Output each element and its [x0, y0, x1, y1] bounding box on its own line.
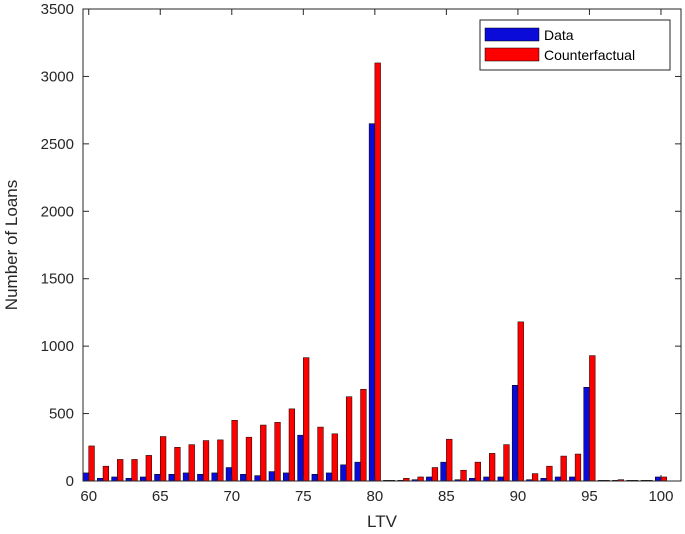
legend-swatch-counterfactual: [484, 47, 540, 62]
bar-data-62: [111, 476, 118, 482]
bar-data-93: [554, 476, 562, 482]
bar-counterfactual-67: [188, 444, 195, 482]
x-tick-label: 95: [581, 488, 598, 505]
bar-data-75: [297, 434, 304, 482]
bar-counterfactual-64: [145, 455, 152, 482]
plot-background: [83, 9, 681, 481]
bar-counterfactual-84: [431, 467, 439, 482]
bar-counterfactual-100: [660, 476, 667, 482]
bar-counterfactual-88: [489, 453, 496, 482]
bar-data-74: [283, 472, 290, 482]
bar-data-95: [583, 387, 590, 482]
axes-layer: 60 65 70 75 80 85 90 95 100050010001500200025003…: [41, 1, 682, 505]
bar-data-84: [426, 476, 433, 482]
bar-data-94: [569, 476, 576, 482]
bar-counterfactual-73: [274, 422, 281, 482]
bar-counterfactual-68: [202, 440, 210, 482]
y-tick-label: 1000: [41, 338, 74, 355]
y-tick-label: 3500: [41, 1, 74, 18]
bar-counterfactual-69: [217, 439, 224, 482]
bar-counterfactual-90: [517, 321, 524, 482]
bar-counterfactual-65: [160, 436, 167, 482]
bar-counterfactual-62: [117, 459, 124, 482]
bar-data-60: [82, 472, 89, 482]
axes-box: [82, 8, 682, 482]
legend: Data Counterfactual: [479, 19, 671, 71]
legend-label-counterfactual: Counterfactual: [544, 47, 635, 63]
bar-data-79: [354, 461, 361, 482]
bar-counterfactual-72: [260, 424, 267, 482]
y-tick-label: 2000: [41, 203, 74, 220]
bar-data-68: [197, 474, 204, 482]
bar-data-73: [268, 471, 275, 482]
bar-data-100: [655, 476, 662, 482]
y-tick-label: 1500: [41, 271, 74, 288]
bar-counterfactual-94: [574, 453, 582, 482]
bar-counterfactual-80: [374, 62, 381, 482]
bar-data-65: [154, 474, 161, 482]
y-tick-label: 500: [49, 406, 74, 423]
bar-data-71: [240, 474, 247, 482]
bar-counterfactual-61: [102, 465, 109, 482]
bar-counterfactual-91: [531, 473, 539, 482]
bar-counterfactual-92: [546, 465, 553, 482]
legend-label-data: Data: [544, 27, 574, 43]
bar-counterfactual-89: [503, 444, 510, 482]
bar-data-66: [168, 474, 175, 482]
bar-counterfactual-87: [474, 461, 481, 482]
bar-data-85: [440, 461, 447, 482]
bar-data-77: [325, 472, 333, 482]
bar-counterfactual-70: [231, 420, 238, 482]
x-tick-label: 90: [510, 488, 527, 505]
x-axis-label: LTV: [367, 512, 398, 531]
bar-data-72: [254, 475, 261, 482]
bar-counterfactual-95: [589, 355, 596, 482]
x-tick-label: 85: [438, 488, 455, 505]
bar-counterfactual-76: [317, 426, 324, 482]
bar-data-80: [368, 123, 376, 482]
y-tick-label: 3000: [41, 68, 74, 85]
bar-data-90: [511, 385, 519, 482]
legend-swatch-data: [484, 27, 540, 42]
bar-data-69: [211, 472, 218, 482]
y-axis-label: Number of Loans: [2, 180, 21, 310]
x-tick-label: 65: [152, 488, 169, 505]
x-tick-label: 70: [223, 488, 240, 505]
bar-counterfactual-78: [345, 396, 353, 482]
bar-data-76: [311, 474, 318, 482]
bar-counterfactual-63: [131, 459, 138, 482]
bar-counterfactual-85: [446, 438, 453, 482]
bar-counterfactual-60: [88, 445, 95, 482]
bar-counterfactual-71: [245, 436, 253, 482]
bar-counterfactual-77: [331, 433, 338, 482]
bar-counterfactual-75: [303, 357, 310, 482]
bar-data-89: [497, 476, 504, 482]
y-tick-label: 2500: [41, 136, 74, 153]
x-tick-label: 75: [295, 488, 312, 505]
bar-counterfactual-74: [288, 408, 295, 482]
bar-counterfactual-86: [460, 469, 467, 482]
bar-counterfactual-83: [417, 476, 424, 482]
bar-data-67: [182, 472, 190, 482]
bar-data-70: [225, 467, 233, 482]
bar-data-64: [139, 476, 147, 482]
bar-data-88: [483, 476, 490, 482]
bar-counterfactual-66: [174, 447, 181, 482]
x-tick-label: 60: [80, 488, 97, 505]
bar-data-78: [340, 464, 347, 482]
x-tick-label: 80: [367, 488, 384, 505]
y-tick-label: 0: [66, 473, 74, 490]
bar-counterfactual-93: [560, 455, 567, 482]
bar-counterfactual-79: [360, 389, 367, 482]
x-tick-label: 100: [648, 488, 673, 505]
